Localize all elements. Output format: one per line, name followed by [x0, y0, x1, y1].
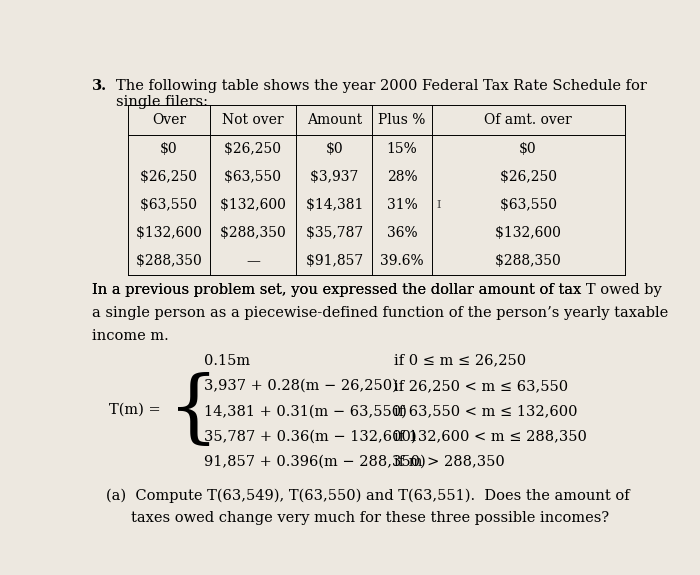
Text: In a previous problem set, you expressed the dollar amount of tax T owed by: In a previous problem set, you expressed… [92, 283, 662, 297]
Text: if 63,550 < m ≤ 132,600: if 63,550 < m ≤ 132,600 [394, 404, 578, 418]
Text: $0: $0 [160, 143, 178, 156]
Text: 91,857 + 0.396(m − 288,350): 91,857 + 0.396(m − 288,350) [204, 455, 426, 469]
Text: I: I [436, 200, 441, 210]
Text: $63,​550: $63,​550 [500, 198, 556, 212]
Text: $0: $0 [326, 143, 343, 156]
Text: $91,​857: $91,​857 [306, 254, 363, 268]
Text: $288,​350: $288,​350 [495, 254, 561, 268]
Text: The following table shows the year 2000 Federal Tax Rate Schedule for
single fil: The following table shows the year 2000 … [116, 79, 647, 109]
Text: 36%: 36% [387, 226, 417, 240]
Text: 31%: 31% [387, 198, 417, 212]
Text: 28%: 28% [387, 170, 417, 184]
Text: T(m) =: T(m) = [109, 403, 161, 417]
Text: Over: Over [152, 113, 186, 127]
Text: 3.: 3. [92, 79, 107, 93]
Text: a single person as a piecewise-defined function of the person’s yearly taxable: a single person as a piecewise-defined f… [92, 306, 668, 320]
Text: $26,​250: $26,​250 [500, 170, 556, 184]
Text: 15%: 15% [387, 143, 417, 156]
Text: $26,​250: $26,​250 [225, 143, 281, 156]
Text: 39.6%: 39.6% [380, 254, 424, 268]
Text: $63,​550: $63,​550 [141, 198, 197, 212]
Text: $132,​600: $132,​600 [220, 198, 286, 212]
Text: Of amt. over: Of amt. over [484, 113, 572, 127]
Text: $35,​787: $35,​787 [306, 226, 363, 240]
Text: $132,​600: $132,​600 [136, 226, 202, 240]
Text: —: — [246, 254, 260, 268]
Text: (a)  Compute T(63,549), T(63,550) and T(63,551).  Does the amount of: (a) Compute T(63,549), T(63,550) and T(6… [106, 488, 630, 503]
Text: $288,​350: $288,​350 [136, 254, 202, 268]
Text: $14,​381: $14,​381 [306, 198, 363, 212]
Text: Plus %: Plus % [379, 113, 426, 127]
Text: 0.15m: 0.15m [204, 354, 251, 368]
Text: $63,​550: $63,​550 [225, 170, 281, 184]
Text: income m.: income m. [92, 329, 169, 343]
Text: $288,​350: $288,​350 [220, 226, 286, 240]
Text: 35,787 + 0.36(m − 132,600): 35,787 + 0.36(m − 132,600) [204, 430, 416, 443]
Text: if 26,250 < m ≤ 63,550: if 26,250 < m ≤ 63,550 [394, 379, 568, 393]
Text: 14,381 + 0.31(m − 63,550): 14,381 + 0.31(m − 63,550) [204, 404, 407, 418]
Text: 3,937 + 0.28(m − 26,250): 3,937 + 0.28(m − 26,250) [204, 379, 398, 393]
Text: Not over: Not over [222, 113, 284, 127]
Text: if 0 ≤ m ≤ 26,250: if 0 ≤ m ≤ 26,250 [394, 354, 526, 368]
Text: $0: $0 [519, 143, 537, 156]
Text: {: { [168, 372, 219, 450]
Text: $132,​600: $132,​600 [495, 226, 561, 240]
Text: taxes owed change very much for these three possible incomes?: taxes owed change very much for these th… [131, 511, 609, 526]
Text: In a previous problem set, you expressed the dollar amount of tax: In a previous problem set, you expressed… [92, 283, 586, 297]
Text: $3,​937: $3,​937 [310, 170, 358, 184]
Text: if 132,600 < m ≤ 288,350: if 132,600 < m ≤ 288,350 [394, 430, 587, 443]
Text: if m > 288,350: if m > 288,350 [394, 455, 505, 469]
Text: $26,​250: $26,​250 [141, 170, 197, 184]
Text: Amount: Amount [307, 113, 362, 127]
